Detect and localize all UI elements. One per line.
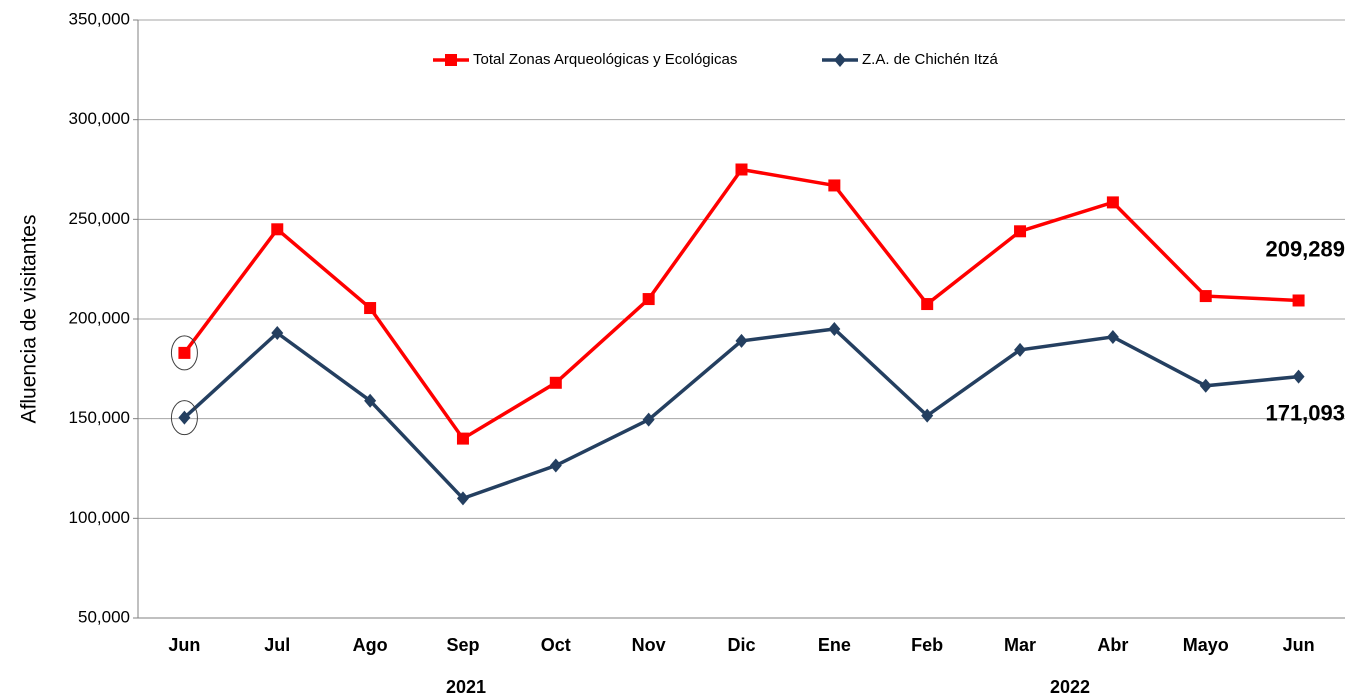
marker — [549, 458, 562, 473]
data-label: 171,093 — [1265, 400, 1345, 425]
x-tick-label: Abr — [1097, 635, 1128, 655]
x-tick-label: Jul — [264, 635, 290, 655]
marker — [735, 333, 748, 348]
highlight-circle — [170, 400, 198, 436]
marker — [1014, 342, 1027, 357]
marker — [1106, 329, 1119, 344]
y-tick-label: 150,000 — [69, 408, 130, 427]
y-axis-label: Afluencia de visitantes — [18, 215, 41, 424]
marker — [271, 325, 284, 340]
y-tick-label: 100,000 — [69, 508, 130, 527]
series-line — [183, 327, 1299, 501]
marker — [1292, 294, 1305, 307]
y-tick-label: 200,000 — [69, 308, 130, 327]
series-line — [183, 167, 1299, 441]
marker — [921, 298, 934, 311]
x-tick-label: Mayo — [1183, 635, 1229, 655]
highlight-circle — [170, 335, 198, 371]
year-label: 2022 — [1050, 677, 1090, 697]
x-tick-label: Jun — [1283, 635, 1315, 655]
marker — [642, 412, 655, 427]
marker — [364, 393, 377, 408]
marker — [456, 491, 469, 506]
x-tick-label: Ene — [818, 635, 851, 655]
year-label: 2021 — [446, 677, 486, 697]
marker — [364, 302, 377, 315]
marker — [1199, 290, 1212, 303]
y-tick-label: 250,000 — [69, 209, 130, 228]
x-tick-label: Oct — [541, 635, 571, 655]
y-tick-label: 50,000 — [78, 607, 130, 626]
x-tick-label: Ago — [353, 635, 388, 655]
marker — [1292, 369, 1305, 384]
data-label: 209,289 — [1265, 236, 1345, 261]
x-tick-label: Dic — [727, 635, 755, 655]
marker — [456, 432, 469, 445]
legend-label: Total Zonas Arqueológicas y Ecológicas — [473, 51, 737, 68]
x-tick-label: Mar — [1004, 635, 1036, 655]
marker — [178, 346, 191, 359]
x-tick-label: Jun — [168, 635, 200, 655]
marker — [271, 223, 284, 236]
marker — [735, 163, 748, 176]
x-tick-label: Feb — [911, 635, 943, 655]
x-tick-label: Sep — [446, 635, 479, 655]
x-tick-label: Nov — [632, 635, 666, 655]
marker — [828, 321, 841, 336]
marker — [1106, 196, 1119, 209]
marker — [1014, 225, 1027, 238]
marker — [1199, 378, 1212, 393]
marker — [642, 293, 655, 306]
marker — [549, 376, 562, 389]
y-tick-label: 350,000 — [69, 9, 130, 28]
y-tick-label: 300,000 — [69, 109, 130, 128]
marker — [445, 54, 457, 66]
marker — [178, 410, 191, 425]
marker — [834, 53, 846, 67]
marker — [921, 408, 934, 423]
legend-label: Z.A. de Chichén Itzá — [862, 51, 999, 68]
marker — [828, 179, 841, 192]
